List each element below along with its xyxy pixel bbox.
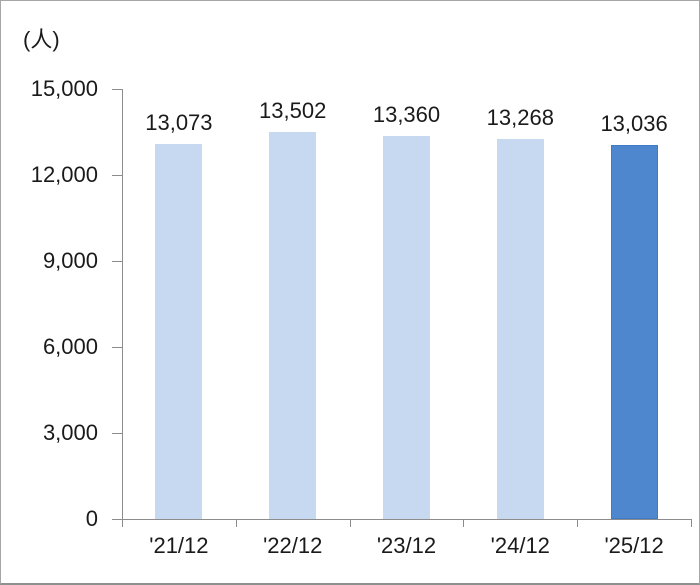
y-axis-tick xyxy=(112,175,122,176)
x-category-label: '23/12 xyxy=(376,533,437,558)
x-axis-tick xyxy=(577,519,579,527)
x-axis-tick xyxy=(349,519,351,527)
y-axis-tick xyxy=(112,433,122,434)
bar-2312 xyxy=(383,136,430,519)
bar-2412 xyxy=(496,138,544,519)
x-axis-tick xyxy=(691,519,692,527)
bar-2112 xyxy=(155,144,203,519)
x-category-label: '21/12 xyxy=(149,533,209,558)
y-axis-tick-label: 9,000 xyxy=(42,248,98,273)
y-axis-tick xyxy=(112,89,122,90)
x-axis-tick xyxy=(235,519,237,527)
y-axis-tick xyxy=(112,261,122,262)
bar-value-label: 13,502 xyxy=(259,97,327,123)
x-category-label: '22/12 xyxy=(263,533,323,558)
x-category-label: '25/12 xyxy=(604,533,664,558)
x-axis-tick xyxy=(463,519,465,527)
y-axis-tick xyxy=(112,519,122,520)
bar-2212 xyxy=(269,131,317,519)
x-axis-tick xyxy=(122,519,123,527)
y-axis-unit-label: (人) xyxy=(23,27,60,52)
y-axis-tick-label: 0 xyxy=(85,506,98,531)
bar-value-label: 13,360 xyxy=(372,102,441,127)
x-axis-line xyxy=(122,519,692,520)
y-axis-tick-label: 12,000 xyxy=(30,162,98,187)
y-axis-tick-label: 3,000 xyxy=(42,420,98,445)
bar-value-label: 13,036 xyxy=(600,111,668,137)
y-axis-tick xyxy=(112,347,122,348)
y-axis-tick-label: 15,000 xyxy=(30,76,98,101)
bar-value-label: 13,268 xyxy=(486,104,554,130)
x-category-label: '24/12 xyxy=(490,533,550,558)
bar-value-label: 13,073 xyxy=(145,110,213,136)
y-axis-tick-label: 6,000 xyxy=(42,334,98,359)
y-axis-line xyxy=(122,89,123,519)
bar-2512 xyxy=(610,145,658,519)
